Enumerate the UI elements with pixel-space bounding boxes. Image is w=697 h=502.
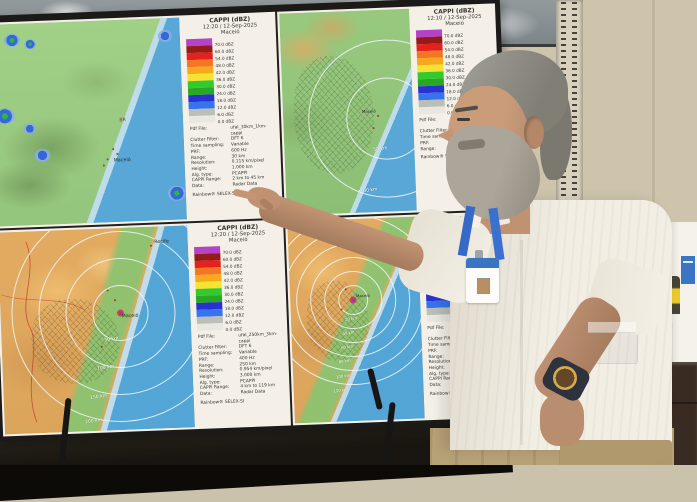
scale-label: 36.0 dBZ <box>445 67 465 74</box>
scale-label: 24.0 dBZ <box>224 298 244 304</box>
town-dot <box>112 148 115 151</box>
presenter-ear <box>524 116 544 149</box>
scale-label: 18.0 dBZ <box>224 305 244 311</box>
town-dot <box>114 298 117 301</box>
map-label-city: Maceió <box>361 108 377 115</box>
scale-label: 48.0 dBZ <box>215 62 235 69</box>
wall-display-tv: BR Maceió CAPPI (dBZ) 12:20 / 12-Sep-202… <box>0 0 516 442</box>
left-hand <box>540 394 584 446</box>
map-label-city: Recife <box>154 239 170 246</box>
scale-label: 48.0 dBZ <box>223 270 243 276</box>
map-label-city: Maceió <box>113 158 131 164</box>
town-dot <box>376 114 379 118</box>
scale-swatch <box>418 106 446 115</box>
map-label-city: Maceió <box>121 313 139 320</box>
town-dot <box>102 164 105 167</box>
scale-label: 54.0 dBZ <box>215 55 235 62</box>
map-label-city: Maceió <box>355 292 371 299</box>
radar-map-250km: 50 km 100 km 150 km 200 km Recife Maceió <box>0 225 196 435</box>
scale-label: 36.0 dBZ <box>215 76 236 83</box>
town-dot <box>106 289 109 292</box>
shirt-placket <box>520 240 523 445</box>
scale-label: 70.0 dBZ <box>214 41 234 48</box>
town-dot <box>344 287 347 291</box>
scale-label: 60.0 dBZ <box>214 48 235 55</box>
scale-label: 0.0 dBZ <box>225 326 243 332</box>
town-dot <box>106 158 109 161</box>
town-dot <box>116 152 119 156</box>
wall-corner-line <box>652 0 655 235</box>
scale-label: 70.0 dBZ <box>222 249 242 255</box>
presenter-eye <box>457 118 470 121</box>
scale-label: 6.0 dBZ <box>217 111 234 118</box>
scale-label: 42.0 dBZ <box>215 69 235 76</box>
map-label-highway: BR <box>119 118 127 124</box>
scale-label: 54.0 dBZ <box>444 46 464 53</box>
scale-swatch <box>189 115 216 124</box>
id-badge-header <box>466 258 499 268</box>
info-table: Pdf File: ufal_30km_1km-cappi Clutter Filt… <box>190 124 280 190</box>
scale-label: 30.0 dBZ <box>224 291 244 297</box>
scale-label: 30.0 dBZ <box>445 74 465 81</box>
lanyard-clip <box>475 250 483 260</box>
info-table: Pdf File: ufal_250km_3km-cappi Clutter Fil… <box>198 332 288 398</box>
scale-label: 6.0 dBZ <box>225 319 242 325</box>
fridge-sticker <box>681 256 695 284</box>
scale-label: 54.0 dBZ <box>223 263 243 269</box>
tv-screen: BR Maceió CAPPI (dBZ) 12:20 / 12-Sep-202… <box>0 3 511 437</box>
scale-swatch <box>197 323 224 332</box>
radar-map-regional: BR Maceió <box>0 17 188 227</box>
scale-label: 48.0 dBZ <box>444 53 465 60</box>
radar-map-100km: 50 km 100 km Maceió <box>279 8 417 216</box>
wrist-watch-face <box>553 366 577 390</box>
scale-label: 70.0 dBZ <box>444 32 464 39</box>
scale-label: 12.0 dBZ <box>224 312 245 318</box>
scale-label: 42.0 dBZ <box>445 60 465 67</box>
strip-texture <box>572 2 577 236</box>
town-dot <box>340 308 343 311</box>
state-border-lines <box>1 241 85 423</box>
scale-label: 30.0 dBZ <box>216 83 236 90</box>
town-dot <box>372 127 375 130</box>
panel-footer: Rainbow® SELEX-SI <box>200 399 245 406</box>
shirt-pocket-flap <box>588 322 636 333</box>
scale-label: 36.0 dBZ <box>223 284 244 290</box>
scale-label: 60.0 dBZ <box>444 39 464 46</box>
scale-label: 18.0 dBZ <box>216 97 236 104</box>
scale-label: 60.0 dBZ <box>222 256 243 262</box>
scale-label: 0.0 dBZ <box>217 118 235 125</box>
quadrant-bottom-left: 50 km 100 km 150 km 200 km Recife Maceió… <box>0 219 292 437</box>
scale-label: 24.0 dBZ <box>216 90 236 97</box>
scale-label: 12.0 dBZ <box>217 104 237 111</box>
id-badge-photo <box>477 278 490 294</box>
scale-label: 42.0 dBZ <box>223 277 243 283</box>
legend-panel: CAPPI (dBZ) 12:20 / 12-Sep-2025 Maceió 7… <box>190 220 292 429</box>
presenter-pants-front <box>560 440 672 465</box>
